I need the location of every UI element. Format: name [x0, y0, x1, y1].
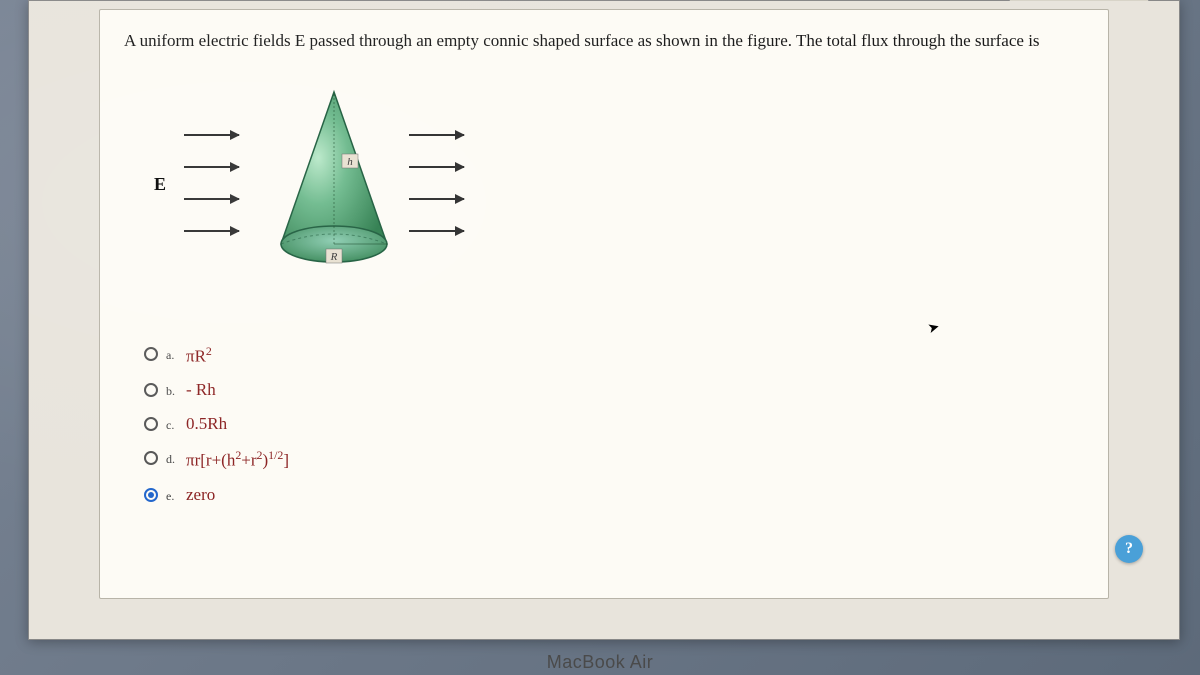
field-arrows-left [184, 134, 239, 262]
radio-a[interactable] [144, 347, 158, 361]
arrow-icon [409, 134, 464, 136]
figure-area: E [154, 74, 554, 294]
svg-text:h: h [347, 156, 353, 168]
help-button[interactable]: ? [1115, 535, 1143, 563]
question-text: A uniform electric fields E passed throu… [124, 28, 1084, 54]
option-letter: d. [166, 452, 180, 467]
option-letter: b. [166, 384, 180, 399]
tab-corner [1009, 0, 1149, 1]
svg-text:R: R [330, 251, 338, 263]
option-text: 0.5Rh [186, 414, 227, 434]
field-label: E [154, 174, 166, 195]
option-text: - Rh [186, 380, 216, 400]
option-d[interactable]: d. πr[r+(h2+r2)1/2] [144, 448, 1084, 471]
arrow-icon [409, 166, 464, 168]
question-card: A uniform electric fields E passed throu… [99, 9, 1109, 599]
radio-c[interactable] [144, 417, 158, 431]
arrow-icon [409, 198, 464, 200]
cone-figure: h R [269, 84, 399, 279]
option-c[interactable]: c. 0.5Rh [144, 414, 1084, 434]
option-letter: c. [166, 418, 180, 433]
radio-b[interactable] [144, 383, 158, 397]
arrow-icon [184, 198, 239, 200]
option-letter: a. [166, 348, 180, 363]
option-e[interactable]: e. zero [144, 485, 1084, 505]
option-text: πr[r+(h2+r2)1/2] [186, 448, 289, 471]
option-text: zero [186, 485, 215, 505]
radio-e[interactable] [144, 488, 158, 502]
field-arrows-right [409, 134, 464, 262]
option-letter: e. [166, 489, 180, 504]
arrow-icon [409, 230, 464, 232]
arrow-icon [184, 134, 239, 136]
option-text: πR2 [186, 344, 212, 367]
option-b[interactable]: b. - Rh [144, 380, 1084, 400]
radio-d[interactable] [144, 451, 158, 465]
device-label: MacBook Air [547, 652, 654, 673]
browser-window: A uniform electric fields E passed throu… [28, 0, 1180, 640]
arrow-icon [184, 230, 239, 232]
answer-options: a. πR2 b. - Rh c. 0.5Rh d. πr[r+(h2+r2)1… [144, 344, 1084, 505]
arrow-icon [184, 166, 239, 168]
option-a[interactable]: a. πR2 [144, 344, 1084, 367]
